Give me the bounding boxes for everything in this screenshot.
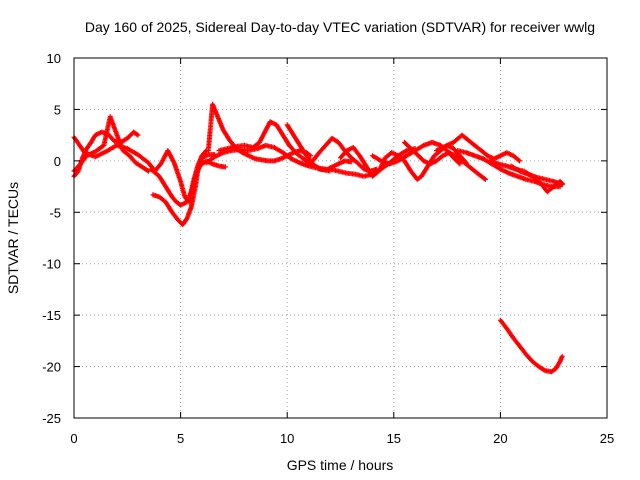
data-point — [482, 176, 488, 182]
y-tick-label: -5 — [49, 205, 61, 220]
plot-frame — [73, 57, 608, 419]
chart-title: Day 160 of 2025, Sidereal Day-to-day VTE… — [85, 19, 595, 35]
series-arc-5 — [148, 158, 228, 208]
data-point — [457, 161, 463, 167]
series-arc-4 — [150, 152, 218, 228]
data-point — [541, 367, 547, 373]
series-arc-15 — [433, 132, 523, 164]
y-axis-title: SDTVAR / TECUs — [5, 182, 21, 294]
series-arc-18 — [508, 163, 565, 188]
y-tick-label: -25 — [42, 411, 61, 426]
data-point — [481, 176, 487, 182]
data-point — [134, 131, 140, 137]
series-arc-8 — [203, 142, 329, 172]
data-point — [517, 158, 523, 164]
x-tick-label: 5 — [177, 431, 184, 446]
y-tick-label: 0 — [54, 154, 61, 169]
y-tick-label: 5 — [54, 102, 61, 117]
data-point — [145, 167, 151, 173]
x-tick-label: 10 — [280, 431, 294, 446]
x-tick-label: 15 — [387, 431, 401, 446]
data-point — [202, 149, 208, 155]
data-point — [516, 157, 522, 163]
data-point — [308, 153, 314, 159]
data-point — [559, 182, 565, 188]
data-point — [559, 353, 565, 359]
series-arc-9 — [284, 122, 354, 173]
data-point — [315, 165, 321, 171]
data-point — [456, 160, 462, 166]
x-axis-title: GPS time / hours — [287, 457, 394, 473]
y-tick-label: -15 — [42, 308, 61, 323]
y-tick-label: 10 — [47, 51, 61, 66]
data-points — [71, 101, 565, 375]
x-tick-label: 20 — [493, 431, 507, 446]
y-tick-label: -10 — [42, 257, 61, 272]
series-arc-14 — [401, 139, 488, 182]
data-point — [222, 164, 228, 170]
series-arc-2 — [71, 114, 152, 174]
x-tick-label: 0 — [70, 431, 77, 446]
series-arc-19 — [497, 317, 565, 375]
ticks: 0 5 10 15 20 25 10 5 0 -5 -10 -15 -20 -25 — [42, 51, 614, 446]
x-tick-label: 25 — [600, 431, 614, 446]
y-tick-label: -20 — [42, 360, 61, 375]
data-point — [135, 132, 141, 138]
